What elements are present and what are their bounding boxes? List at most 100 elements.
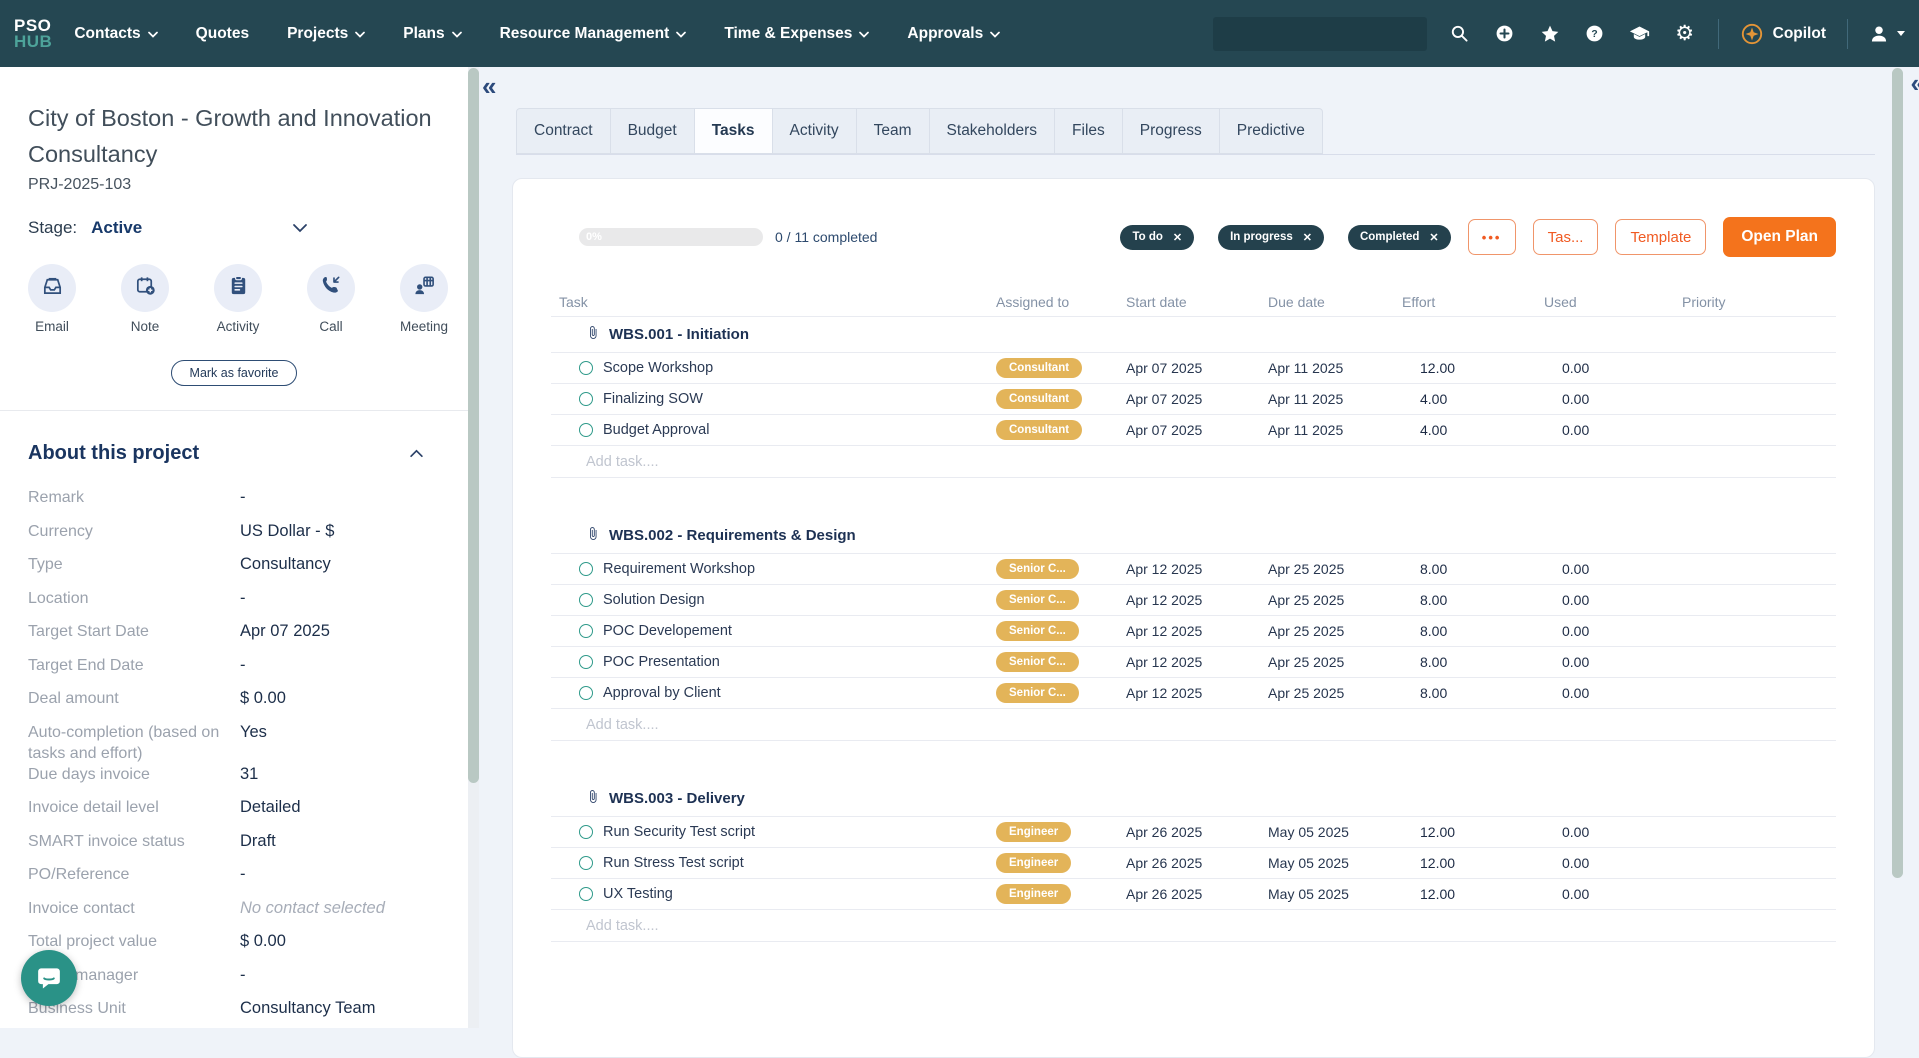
task-complete-checkbox[interactable] bbox=[579, 887, 593, 901]
task-name[interactable]: Budget Approval bbox=[603, 422, 709, 438]
field-value[interactable]: Yes bbox=[240, 722, 440, 743]
sidebar-scrollbar[interactable] bbox=[468, 67, 479, 1028]
assignee-badge[interactable]: Engineer bbox=[996, 822, 1071, 842]
field-value[interactable]: - bbox=[240, 588, 440, 609]
tab-files[interactable]: Files bbox=[1054, 108, 1123, 154]
psohub-logo[interactable]: PSO HUB bbox=[14, 18, 52, 50]
tab-stakeholders[interactable]: Stakeholders bbox=[929, 108, 1055, 154]
assignee-badge[interactable]: Senior C... bbox=[996, 559, 1079, 579]
nav-item-approvals[interactable]: Approvals bbox=[907, 25, 1000, 43]
note-action-button[interactable]: Note bbox=[121, 264, 169, 334]
task-name[interactable]: POC Presentation bbox=[603, 654, 720, 670]
task-name[interactable]: Run Stress Test script bbox=[603, 855, 744, 871]
field-value[interactable]: Detailed bbox=[240, 797, 440, 818]
add-task-placeholder[interactable]: Add task.... bbox=[551, 454, 1838, 470]
chat-launcher-button[interactable] bbox=[21, 950, 77, 1006]
assignee-badge[interactable]: Consultant bbox=[996, 420, 1082, 440]
stage-select[interactable]: Stage: Active bbox=[28, 218, 308, 238]
task-name[interactable]: POC Developement bbox=[603, 623, 732, 639]
field-value[interactable]: Consultancy bbox=[240, 554, 440, 575]
assignee-badge[interactable]: Senior C... bbox=[996, 590, 1079, 610]
collapse-panel-icon[interactable]: « bbox=[1911, 70, 1919, 96]
task-complete-checkbox[interactable] bbox=[579, 624, 593, 638]
tab-tasks[interactable]: Tasks bbox=[694, 108, 773, 154]
field-value[interactable]: $ 0.00 bbox=[240, 931, 440, 952]
tab-contract[interactable]: Contract bbox=[516, 108, 611, 154]
chevron-up-icon[interactable] bbox=[409, 445, 424, 463]
task-name[interactable]: Run Security Test script bbox=[603, 824, 755, 840]
plus-circle-icon[interactable] bbox=[1493, 22, 1517, 46]
field-value[interactable]: - bbox=[240, 655, 440, 676]
field-value[interactable]: 31 bbox=[240, 764, 440, 785]
field-value[interactable]: No contact selected bbox=[240, 898, 440, 919]
nav-item-time-expenses[interactable]: Time & Expenses bbox=[724, 25, 869, 43]
page-scrollbar-thumb[interactable] bbox=[1892, 68, 1903, 878]
nav-item-quotes[interactable]: Quotes bbox=[196, 25, 249, 43]
assignee-badge[interactable]: Consultant bbox=[996, 389, 1082, 409]
field-value[interactable]: Consultancy Team bbox=[240, 998, 440, 1019]
search-icon[interactable] bbox=[1448, 22, 1472, 46]
add-task-row[interactable]: Add task.... bbox=[551, 446, 1836, 478]
nav-item-plans[interactable]: Plans bbox=[403, 25, 461, 43]
settings-icon[interactable]: ⚙ bbox=[1673, 22, 1697, 46]
filter-chip-to-do[interactable]: To do✕ bbox=[1120, 225, 1194, 250]
tab-budget[interactable]: Budget bbox=[610, 108, 695, 154]
task-complete-checkbox[interactable] bbox=[579, 825, 593, 839]
assignee-badge[interactable]: Senior C... bbox=[996, 621, 1079, 641]
assignee-badge[interactable]: Senior C... bbox=[996, 652, 1079, 672]
add-task-placeholder[interactable]: Add task.... bbox=[551, 918, 1838, 934]
tab-activity[interactable]: Activity bbox=[772, 108, 857, 154]
field-value[interactable]: Apr 07 2025 bbox=[240, 621, 440, 642]
task-complete-checkbox[interactable] bbox=[579, 361, 593, 375]
user-menu[interactable] bbox=[1869, 24, 1905, 44]
task-complete-checkbox[interactable] bbox=[579, 392, 593, 406]
global-search-input[interactable] bbox=[1213, 17, 1427, 51]
filter-chip-in-progress[interactable]: In progress✕ bbox=[1218, 225, 1324, 250]
task-complete-checkbox[interactable] bbox=[579, 562, 593, 576]
nav-item-resource-management[interactable]: Resource Management bbox=[500, 25, 687, 43]
more-options-button[interactable]: ••• bbox=[1468, 219, 1516, 255]
nav-item-contacts[interactable]: Contacts bbox=[74, 25, 157, 43]
task-name[interactable]: Finalizing SOW bbox=[603, 391, 703, 407]
activity-action-button[interactable]: Activity bbox=[214, 264, 262, 334]
collapse-sidebar-icon[interactable]: « bbox=[482, 73, 496, 99]
tab-predictive[interactable]: Predictive bbox=[1219, 108, 1323, 154]
page-scrollbar[interactable] bbox=[1892, 67, 1903, 1028]
assignee-badge[interactable]: Engineer bbox=[996, 884, 1071, 904]
assignee-badge[interactable]: Senior C... bbox=[996, 683, 1079, 703]
filter-chip-completed[interactable]: Completed✕ bbox=[1348, 225, 1451, 250]
chip-remove-icon[interactable]: ✕ bbox=[1429, 231, 1438, 244]
field-value[interactable]: US Dollar - $ bbox=[240, 521, 440, 542]
assignee-badge[interactable]: Consultant bbox=[996, 358, 1082, 378]
field-value[interactable]: - bbox=[240, 487, 440, 508]
field-value[interactable]: $ 0.00 bbox=[240, 688, 440, 709]
field-value[interactable]: - bbox=[240, 864, 440, 885]
mark-favorite-button[interactable]: Mark as favorite bbox=[171, 360, 298, 386]
add-task-placeholder[interactable]: Add task.... bbox=[551, 717, 1838, 733]
assignee-badge[interactable]: Engineer bbox=[996, 853, 1071, 873]
star-icon[interactable] bbox=[1538, 22, 1562, 46]
email-action-button[interactable]: Email bbox=[28, 264, 76, 334]
academy-icon[interactable] bbox=[1628, 22, 1652, 46]
copilot-button[interactable]: Copilot bbox=[1740, 22, 1826, 46]
add-task-row[interactable]: Add task.... bbox=[551, 709, 1836, 741]
task-name[interactable]: Scope Workshop bbox=[603, 360, 713, 376]
task-complete-checkbox[interactable] bbox=[579, 423, 593, 437]
field-value[interactable]: Draft bbox=[240, 831, 440, 852]
meeting-action-button[interactable]: Meeting bbox=[400, 264, 448, 334]
task-complete-checkbox[interactable] bbox=[579, 686, 593, 700]
task-complete-checkbox[interactable] bbox=[579, 593, 593, 607]
tasks-button[interactable]: Tas... bbox=[1533, 219, 1599, 255]
chip-remove-icon[interactable]: ✕ bbox=[1173, 231, 1182, 244]
task-complete-checkbox[interactable] bbox=[579, 856, 593, 870]
template-button[interactable]: Template bbox=[1615, 219, 1706, 255]
nav-item-projects[interactable]: Projects bbox=[287, 25, 365, 43]
task-complete-checkbox[interactable] bbox=[579, 655, 593, 669]
call-action-button[interactable]: Call bbox=[307, 264, 355, 334]
tab-progress[interactable]: Progress bbox=[1122, 108, 1220, 154]
help-icon[interactable]: ? bbox=[1583, 22, 1607, 46]
open-plan-button[interactable]: Open Plan bbox=[1723, 217, 1836, 257]
chip-remove-icon[interactable]: ✕ bbox=[1303, 231, 1312, 244]
tab-team[interactable]: Team bbox=[856, 108, 930, 154]
field-value[interactable]: - bbox=[240, 965, 440, 986]
